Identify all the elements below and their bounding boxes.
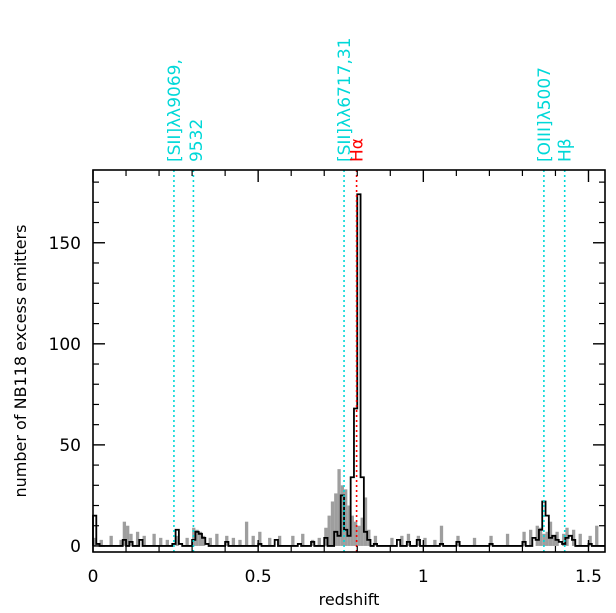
x-tick-label: 0.5 <box>245 567 272 587</box>
grey-bar <box>231 537 236 546</box>
grey-bar <box>439 525 444 546</box>
grey-bar <box>373 535 378 546</box>
grey-bar <box>202 535 206 546</box>
grey-bar <box>159 537 163 546</box>
grey-bar <box>433 539 437 546</box>
grey-bar <box>129 533 133 546</box>
grey-bar <box>595 525 599 546</box>
grey-bar <box>555 531 559 546</box>
grey-bar <box>529 529 533 546</box>
grey-bar <box>244 521 249 546</box>
grey-bar <box>363 497 368 546</box>
line-label: [SII]λλ6717,31 <box>335 37 355 162</box>
grey-bar <box>344 489 348 546</box>
y-tick-label: 50 <box>59 436 81 456</box>
x-tick-label: 1 <box>418 567 429 587</box>
grey-bar <box>545 531 549 546</box>
y-tick-label: 100 <box>49 335 81 355</box>
axes-ticks: 0 0.5 1 1.5 0 50 100 150 <box>49 170 605 587</box>
grey-bar <box>142 535 146 546</box>
line-label: Hα <box>348 138 368 162</box>
emission-line-markers <box>173 170 566 552</box>
grey-bar <box>327 515 331 546</box>
grey-bar <box>535 525 539 546</box>
plot-frame <box>92 169 606 553</box>
grey-bar <box>416 535 421 546</box>
x-tick-label: 1.5 <box>575 567 602 587</box>
grey-bar <box>423 537 427 546</box>
grey-bar <box>357 525 361 546</box>
grey-bar <box>291 535 295 546</box>
grey-bar <box>119 539 123 546</box>
grey-bar <box>406 533 411 546</box>
grey-bar <box>268 537 272 546</box>
x-axis-title: redshift <box>319 590 380 609</box>
grey-bar <box>552 535 556 546</box>
grey-bar <box>135 531 140 546</box>
grey-bar <box>301 533 305 546</box>
grey-bar <box>538 527 543 546</box>
grey-bar <box>195 529 199 546</box>
grey-bar <box>185 537 189 546</box>
grey-bar <box>360 517 364 546</box>
line-label: [SII]λλ9069, <box>165 59 185 162</box>
grey-bar <box>238 539 242 546</box>
y-tick-label: 150 <box>49 234 81 254</box>
grey-bar <box>152 533 156 546</box>
grey-bar <box>317 537 321 546</box>
grey-bar <box>400 535 404 546</box>
grey-bar <box>353 521 358 546</box>
grey-bar <box>208 537 212 546</box>
grey-bar <box>390 537 394 546</box>
grey-bar <box>337 469 341 546</box>
grey-bar <box>578 533 582 546</box>
black-histogram-layer <box>92 193 605 547</box>
grey-bar <box>277 535 282 546</box>
grey-bar <box>93 537 97 546</box>
grey-bar <box>562 533 566 546</box>
grey-bar <box>165 539 169 546</box>
grey-bar <box>367 529 371 546</box>
line-label-continued: 9532 <box>187 119 207 162</box>
black-step-line <box>92 193 605 547</box>
grey-bar <box>311 539 315 546</box>
grey-bar <box>330 501 335 546</box>
grey-bar <box>340 485 345 546</box>
grey-bar <box>251 535 255 546</box>
grey-bar <box>126 525 130 546</box>
line-label: [OIII]λ5007 <box>535 67 555 162</box>
grey-bar <box>225 535 229 546</box>
grey-bar <box>215 533 219 546</box>
grey-bar <box>334 493 338 546</box>
grey-bar <box>258 531 262 546</box>
grey-bar <box>489 535 493 546</box>
grey-bar <box>548 521 553 546</box>
grey-bar <box>571 529 576 546</box>
grey-bar <box>350 515 354 546</box>
grey-bar <box>109 535 113 546</box>
grey-bar <box>175 535 179 546</box>
line-label: Hβ <box>556 138 576 162</box>
grey-bar <box>565 527 569 546</box>
y-tick-label: 0 <box>70 537 81 557</box>
grey-bar <box>99 539 103 546</box>
y-axis-title: number of NB118 excess emitters <box>11 225 30 498</box>
grey-bar <box>347 505 351 546</box>
x-tick-label: 0 <box>88 567 99 587</box>
grey-bar <box>588 535 592 546</box>
grey-bar <box>522 531 526 546</box>
grey-bar <box>456 535 460 546</box>
grey-bar <box>542 533 546 546</box>
grey-histogram-layer <box>93 469 599 546</box>
grey-bar <box>505 533 510 546</box>
grey-bar <box>472 537 477 546</box>
grey-bar <box>198 531 203 546</box>
grey-bar <box>122 521 127 546</box>
grey-bar <box>324 527 328 546</box>
